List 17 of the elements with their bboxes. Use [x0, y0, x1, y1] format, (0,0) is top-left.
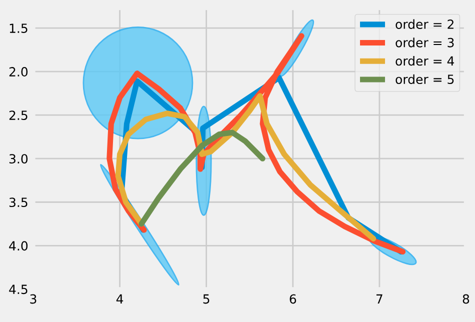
y-tick-label: 2.0 [9, 67, 28, 77]
legend-label: order = 5 [396, 74, 454, 84]
x-tick-label: 5 [203, 294, 210, 304]
x-tick-label: 6 [290, 294, 296, 304]
legend-label: order = 4 [396, 56, 454, 66]
y-tick-label: 1.5 [10, 24, 28, 33]
legend-label: order = 3 [396, 38, 454, 48]
x-tick-label: 3 [30, 294, 36, 304]
y-tick-label: 4.5 [9, 284, 28, 294]
legend-label: order = 2 [396, 19, 454, 29]
y-tick-label: 3.5 [9, 198, 28, 208]
y-tick-label: 2.5 [9, 110, 28, 120]
y-tick-label: 4.0 [9, 241, 28, 251]
y-tick-label: 3.0 [9, 154, 28, 164]
x-tick-label: 7 [376, 294, 382, 304]
x-tick-label: 4 [116, 294, 124, 304]
x-tick-label: 8 [462, 294, 470, 304]
